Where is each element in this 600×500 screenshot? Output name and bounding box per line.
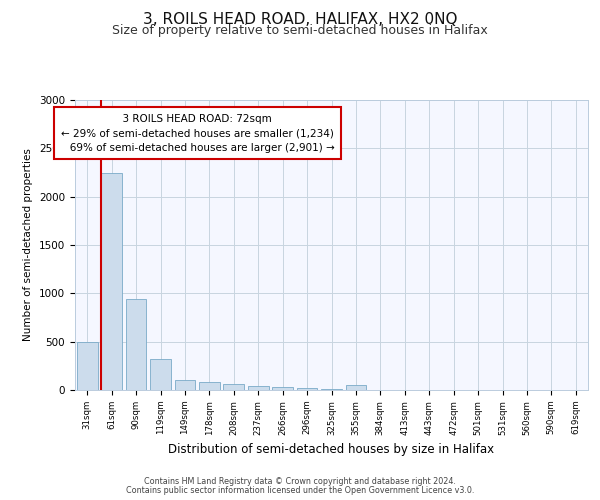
Bar (223, 384, 244, 390)
Y-axis label: Number of semi-detached properties: Number of semi-detached properties (23, 148, 34, 342)
Bar (77, 342, 98, 390)
Bar (272, 387, 293, 390)
Text: Contains public sector information licensed under the Open Government Licence v3: Contains public sector information licen… (126, 486, 474, 495)
Bar (175, 380, 196, 390)
Bar (101, 174, 122, 390)
Bar (346, 385, 367, 390)
Bar (199, 382, 220, 390)
Text: Size of property relative to semi-detached houses in Halifax: Size of property relative to semi-detach… (112, 24, 488, 37)
Bar (296, 388, 317, 390)
Text: 3 ROILS HEAD ROAD: 72sqm  
← 29% of semi-detached houses are smaller (1,234)
   : 3 ROILS HEAD ROAD: 72sqm ← 29% of semi-d… (60, 114, 335, 153)
Bar (248, 386, 269, 390)
Text: Contains HM Land Registry data © Crown copyright and database right 2024.: Contains HM Land Registry data © Crown c… (144, 477, 456, 486)
Bar (125, 299, 146, 390)
X-axis label: Distribution of semi-detached houses by size in Halifax: Distribution of semi-detached houses by … (169, 443, 494, 456)
Text: 3, ROILS HEAD ROAD, HALIFAX, HX2 0NQ: 3, ROILS HEAD ROAD, HALIFAX, HX2 0NQ (143, 12, 457, 28)
Bar (150, 358, 171, 390)
Bar (321, 388, 342, 390)
